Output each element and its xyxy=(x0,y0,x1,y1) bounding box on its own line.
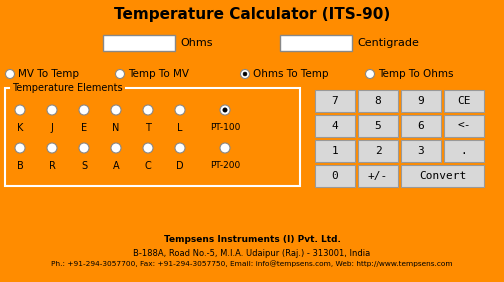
Circle shape xyxy=(111,143,121,153)
Text: 6: 6 xyxy=(418,121,424,131)
FancyBboxPatch shape xyxy=(315,165,355,187)
Text: R: R xyxy=(48,161,55,171)
FancyBboxPatch shape xyxy=(358,165,398,187)
Circle shape xyxy=(15,143,25,153)
Text: 9: 9 xyxy=(418,96,424,106)
Circle shape xyxy=(220,105,230,115)
Text: 5: 5 xyxy=(374,121,382,131)
FancyBboxPatch shape xyxy=(444,115,484,137)
FancyBboxPatch shape xyxy=(401,140,441,162)
Circle shape xyxy=(143,105,153,115)
Text: Ph.: +91-294-3057700, Fax: +91-294-3057750, Email: info@tempsens.com, Web: http:: Ph.: +91-294-3057700, Fax: +91-294-30577… xyxy=(51,261,453,267)
Text: Temperature Calculator (ITS-90): Temperature Calculator (ITS-90) xyxy=(114,6,390,21)
Text: T: T xyxy=(145,123,151,133)
Circle shape xyxy=(47,105,57,115)
Text: <-: <- xyxy=(457,121,471,131)
Circle shape xyxy=(175,105,185,115)
Circle shape xyxy=(47,143,57,153)
FancyBboxPatch shape xyxy=(402,116,442,138)
Text: Tempsens Instruments (I) Pvt. Ltd.: Tempsens Instruments (I) Pvt. Ltd. xyxy=(164,235,340,244)
FancyBboxPatch shape xyxy=(358,90,398,112)
Text: 8: 8 xyxy=(374,96,382,106)
Text: Temp To Ohms: Temp To Ohms xyxy=(378,69,454,79)
FancyBboxPatch shape xyxy=(315,140,355,162)
Text: Centigrade: Centigrade xyxy=(357,38,419,48)
FancyBboxPatch shape xyxy=(359,91,399,113)
Text: Temp To MV: Temp To MV xyxy=(128,69,189,79)
FancyBboxPatch shape xyxy=(445,91,485,113)
FancyBboxPatch shape xyxy=(316,91,356,113)
FancyBboxPatch shape xyxy=(103,35,175,51)
Circle shape xyxy=(143,143,153,153)
FancyBboxPatch shape xyxy=(359,141,399,163)
Text: C: C xyxy=(145,161,151,171)
FancyBboxPatch shape xyxy=(402,141,442,163)
Text: 4: 4 xyxy=(332,121,338,131)
Circle shape xyxy=(240,69,249,78)
FancyBboxPatch shape xyxy=(316,141,356,163)
FancyBboxPatch shape xyxy=(402,166,485,188)
Text: N: N xyxy=(112,123,119,133)
Circle shape xyxy=(6,69,15,78)
Text: S: S xyxy=(81,161,87,171)
Text: 1: 1 xyxy=(332,146,338,156)
FancyBboxPatch shape xyxy=(280,35,352,51)
Text: CE: CE xyxy=(457,96,471,106)
FancyBboxPatch shape xyxy=(315,115,355,137)
FancyBboxPatch shape xyxy=(358,115,398,137)
Circle shape xyxy=(79,105,89,115)
Text: Temperature Elements: Temperature Elements xyxy=(12,83,122,93)
FancyBboxPatch shape xyxy=(5,88,300,186)
FancyBboxPatch shape xyxy=(445,116,485,138)
Circle shape xyxy=(223,108,227,112)
Text: B: B xyxy=(17,161,23,171)
Text: Ohms To Temp: Ohms To Temp xyxy=(253,69,329,79)
FancyBboxPatch shape xyxy=(445,141,485,163)
Text: .: . xyxy=(461,146,467,156)
Text: 3: 3 xyxy=(418,146,424,156)
Circle shape xyxy=(111,105,121,115)
Text: +/-: +/- xyxy=(368,171,388,181)
FancyBboxPatch shape xyxy=(401,90,441,112)
Text: MV To Temp: MV To Temp xyxy=(18,69,79,79)
Circle shape xyxy=(243,72,247,76)
Text: Ohms: Ohms xyxy=(180,38,213,48)
Text: D: D xyxy=(176,161,184,171)
Text: A: A xyxy=(113,161,119,171)
FancyBboxPatch shape xyxy=(444,90,484,112)
Circle shape xyxy=(15,105,25,115)
FancyBboxPatch shape xyxy=(316,166,356,188)
FancyBboxPatch shape xyxy=(401,165,484,187)
Text: B-188A, Road No.-5, M.I.A. Udaipur (Raj.) - 313001, India: B-188A, Road No.-5, M.I.A. Udaipur (Raj.… xyxy=(134,248,370,257)
FancyBboxPatch shape xyxy=(402,91,442,113)
Text: L: L xyxy=(177,123,183,133)
Circle shape xyxy=(115,69,124,78)
FancyBboxPatch shape xyxy=(315,90,355,112)
Circle shape xyxy=(175,143,185,153)
Text: K: K xyxy=(17,123,23,133)
FancyBboxPatch shape xyxy=(359,166,399,188)
FancyBboxPatch shape xyxy=(358,140,398,162)
Circle shape xyxy=(79,143,89,153)
Text: 7: 7 xyxy=(332,96,338,106)
FancyBboxPatch shape xyxy=(401,115,441,137)
Text: E: E xyxy=(81,123,87,133)
Text: PT-200: PT-200 xyxy=(210,161,240,170)
Circle shape xyxy=(365,69,374,78)
FancyBboxPatch shape xyxy=(444,140,484,162)
Text: J: J xyxy=(50,123,53,133)
Circle shape xyxy=(220,143,230,153)
FancyBboxPatch shape xyxy=(316,116,356,138)
Text: PT-100: PT-100 xyxy=(210,123,240,132)
FancyBboxPatch shape xyxy=(359,116,399,138)
Text: Convert: Convert xyxy=(419,171,466,181)
Text: 0: 0 xyxy=(332,171,338,181)
Text: 2: 2 xyxy=(374,146,382,156)
